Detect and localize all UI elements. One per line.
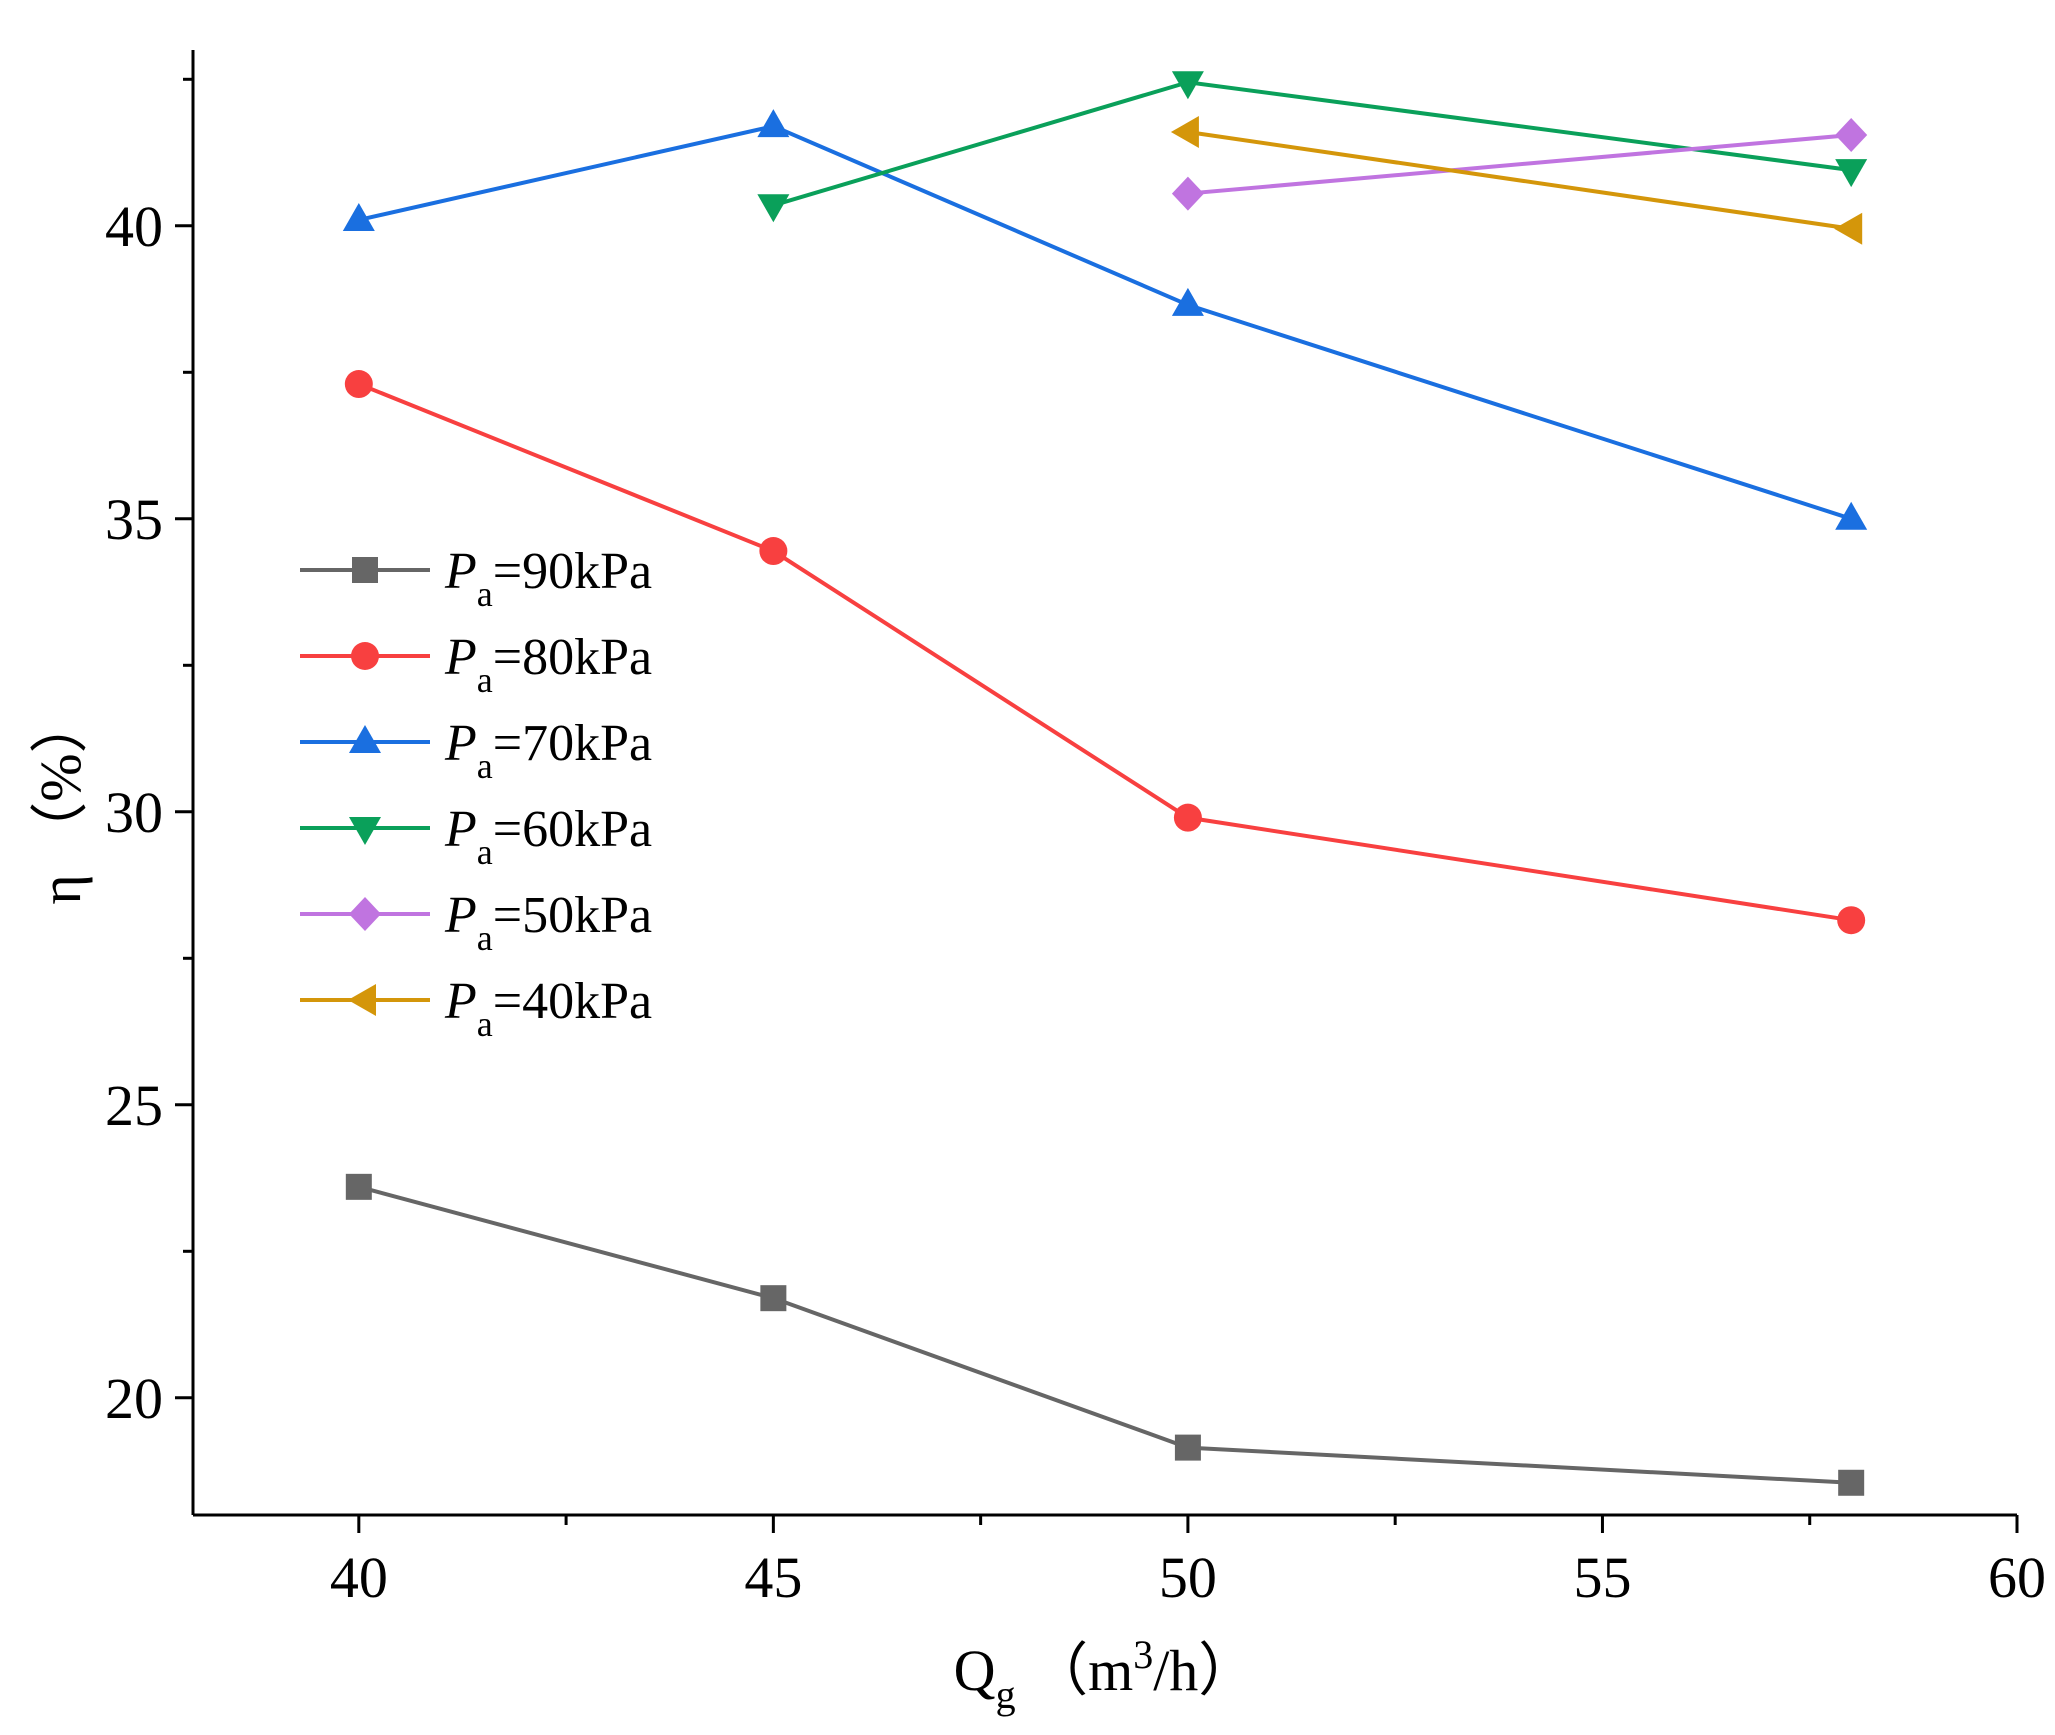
data-point xyxy=(345,1173,372,1200)
data-point xyxy=(759,537,788,566)
x-tick-label: 40 xyxy=(330,1545,388,1610)
plot-area xyxy=(342,71,1868,1496)
legend-marker xyxy=(349,725,381,753)
series-line xyxy=(772,80,1852,208)
legend-label: Pa=50kPa xyxy=(444,887,652,958)
series-line xyxy=(1187,132,1852,196)
x-tick-label: 55 xyxy=(1573,1545,1631,1610)
data-point xyxy=(1171,71,1204,100)
series-line xyxy=(358,124,1852,521)
x-tick-label: 60 xyxy=(1988,1545,2046,1610)
series-60kpa xyxy=(757,71,1868,223)
y-tick-label: 20 xyxy=(105,1366,163,1431)
data-point xyxy=(342,202,375,231)
data-point xyxy=(757,194,790,223)
series-line xyxy=(358,382,1852,923)
series-line xyxy=(1187,130,1852,231)
legend-marker xyxy=(351,642,379,670)
legend-marker xyxy=(348,984,376,1016)
y-axis-title: η （%） xyxy=(28,695,93,904)
data-point xyxy=(1838,1469,1865,1496)
series-70kpa xyxy=(342,109,1868,530)
data-point xyxy=(344,370,373,399)
legend-item: Pa=50kPa xyxy=(300,887,652,958)
data-point xyxy=(1835,117,1868,152)
legend-label: Pa=60kPa xyxy=(444,801,652,872)
legend-label: Pa=70kPa xyxy=(444,715,652,786)
data-point xyxy=(1835,501,1868,530)
axes xyxy=(175,50,2019,1533)
x-tick-label: 50 xyxy=(1159,1545,1217,1610)
data-point xyxy=(1174,1434,1201,1461)
data-point xyxy=(1837,906,1866,935)
legend-item: Pa=90kPa xyxy=(300,543,652,614)
data-point xyxy=(1173,803,1202,832)
data-point xyxy=(1170,116,1199,149)
legend-item: Pa=80kPa xyxy=(300,629,652,700)
y-tick-label: 35 xyxy=(105,487,163,552)
data-point xyxy=(1171,176,1204,211)
legend-label: Pa=40kPa xyxy=(444,973,652,1044)
legend-marker xyxy=(349,817,381,845)
y-tick-label: 30 xyxy=(105,780,163,845)
data-point xyxy=(1834,212,1863,245)
series-90kpa xyxy=(345,1173,1865,1496)
data-point xyxy=(757,109,790,138)
series-80kpa xyxy=(344,370,1866,935)
data-point xyxy=(1835,159,1868,188)
x-axis-title: Qg （m3/h） xyxy=(954,1632,1257,1717)
legend: Pa=90kPa Pa=80kPa Pa=70kPa Pa=60kPa Pa=50kPa… xyxy=(300,543,652,1044)
data-point xyxy=(760,1285,787,1312)
series-50kpa xyxy=(1171,117,1868,211)
legend-item: Pa=70kPa xyxy=(300,715,652,786)
legend-label: Pa=80kPa xyxy=(444,629,652,700)
series-40kpa xyxy=(1170,116,1863,245)
legend-marker xyxy=(349,897,381,931)
legend-item: Pa=60kPa xyxy=(300,801,652,872)
legend-marker xyxy=(352,557,378,583)
y-tick-label: 40 xyxy=(105,194,163,259)
series-line xyxy=(358,1184,1852,1485)
data-point xyxy=(1171,287,1204,316)
legend-item: Pa=40kPa xyxy=(300,973,652,1044)
y-tick-label: 25 xyxy=(105,1073,163,1138)
legend-label: Pa=90kPa xyxy=(444,543,652,614)
x-tick-label: 45 xyxy=(744,1545,802,1610)
